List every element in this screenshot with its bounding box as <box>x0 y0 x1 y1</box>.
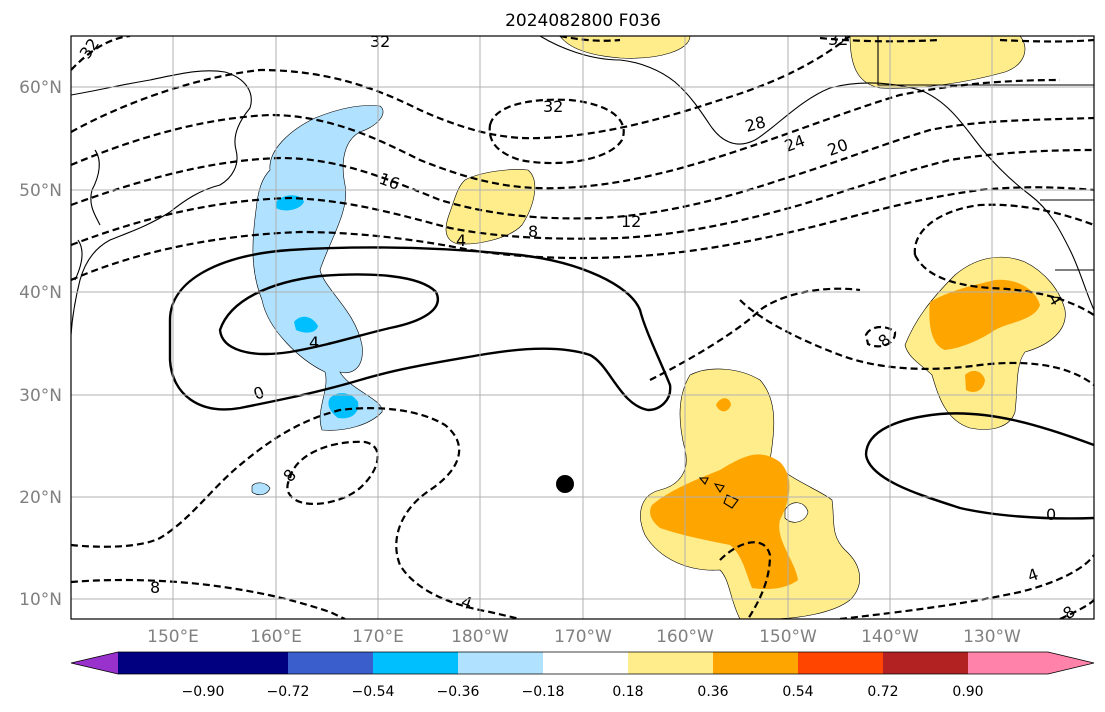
colorbar-segment <box>543 652 628 674</box>
map-plot-area: 32 32 32 32 28 24 20 16 12 8 4 4 0 0 8 8… <box>71 30 1094 619</box>
contour-label: 20 <box>825 135 851 160</box>
colorbar-tick-label: 0.18 <box>612 684 643 700</box>
lon-label: 170°W <box>554 627 612 647</box>
lon-label: 140°W <box>861 627 919 647</box>
contour-label: 28 <box>743 112 768 136</box>
colorbar-tick-label: −0.18 <box>522 684 565 700</box>
contour-label: 32 <box>543 97 563 116</box>
lon-label: 130°W <box>963 627 1021 647</box>
contour-label: 32 <box>76 35 103 63</box>
colorbar-tick-label: −0.90 <box>182 684 225 700</box>
map-title: 2024082800 F036 <box>505 11 661 31</box>
contour-label: 4 <box>309 333 319 352</box>
lon-label: 170°E <box>352 627 404 647</box>
yellow-region <box>559 36 691 59</box>
colorbar-segment <box>628 652 713 674</box>
orange-region <box>929 279 1040 350</box>
lat-label: 20°N <box>19 488 62 508</box>
colorbar-extend-low <box>71 652 118 674</box>
colorbar-segment <box>373 652 458 674</box>
colorbar: −0.90 −0.72 −0.54 −0.36 −0.18 0.18 0.36 … <box>70 651 1095 700</box>
contour-label: 8 <box>874 330 894 351</box>
lon-label: 150°E <box>147 627 199 647</box>
orange-region <box>965 370 985 392</box>
lat-labels: 60°N 50°N 40°N 30°N 20°N 10°N <box>19 78 62 610</box>
colorbar-segment <box>968 652 1048 674</box>
light-blue-region <box>252 105 384 431</box>
negative-shading <box>251 105 384 496</box>
colorbar-tick-label: −0.36 <box>437 684 480 700</box>
gridlines <box>71 36 1094 619</box>
contour-label: 4 <box>459 592 475 613</box>
blue-region-small <box>294 316 318 333</box>
light-blue-region-small <box>251 482 271 496</box>
colorbar-tick-label: 0.36 <box>697 684 728 700</box>
contour-label: 8 <box>279 465 300 486</box>
lon-label: 150°W <box>759 627 817 647</box>
contour-label: 0 <box>251 382 267 403</box>
colorbar-segment <box>288 652 373 674</box>
contour-label: 4 <box>1025 564 1041 585</box>
lon-label: 160°E <box>250 627 302 647</box>
contour-label: 0 <box>1046 505 1056 524</box>
yellow-region <box>445 169 536 245</box>
lat-label: 50°N <box>19 181 62 201</box>
lat-label: 60°N <box>19 78 62 98</box>
lat-label: 40°N <box>19 283 62 303</box>
colorbar-segment <box>798 652 883 674</box>
colorbar-tick-label: 0.54 <box>782 684 813 700</box>
lon-label: 180°W <box>451 627 509 647</box>
lat-label: 10°N <box>19 590 62 610</box>
yellow-region <box>849 36 1026 89</box>
contour-label: 8 <box>528 222 538 241</box>
lat-label: 30°N <box>19 386 62 406</box>
map-frame <box>70 35 1095 620</box>
colorbar-segment <box>203 652 288 674</box>
orange-region <box>716 398 731 412</box>
colorbar-tick-label: 0.90 <box>952 684 983 700</box>
white-hole <box>784 502 809 523</box>
lon-labels: 150°E 160°E 170°E 180°W 170°W 160°W 150°… <box>147 627 1021 647</box>
black-dot-marker <box>556 475 574 493</box>
colorbar-segment <box>883 652 968 674</box>
contour-label: 32 <box>828 30 848 49</box>
colorbar-tick-label: 0.72 <box>867 684 898 700</box>
contour-label: 4 <box>456 231 466 250</box>
lon-label: 160°W <box>656 627 714 647</box>
colorbar-segment <box>713 652 798 674</box>
colorbar-tick-label: −0.72 <box>267 684 310 700</box>
colorbar-tick-label: −0.54 <box>352 684 395 700</box>
orange-region <box>650 454 798 590</box>
contour-label: 32 <box>370 32 390 51</box>
contour-lines <box>71 36 1094 619</box>
contour-label: 8 <box>150 578 160 597</box>
colorbar-extend-high <box>1048 652 1094 674</box>
colorbar-outline <box>70 651 1095 675</box>
positive-shading <box>445 36 1066 619</box>
colorbar-segment <box>458 652 543 674</box>
colorbar-segment <box>118 652 203 674</box>
contour-label: 12 <box>621 212 641 231</box>
